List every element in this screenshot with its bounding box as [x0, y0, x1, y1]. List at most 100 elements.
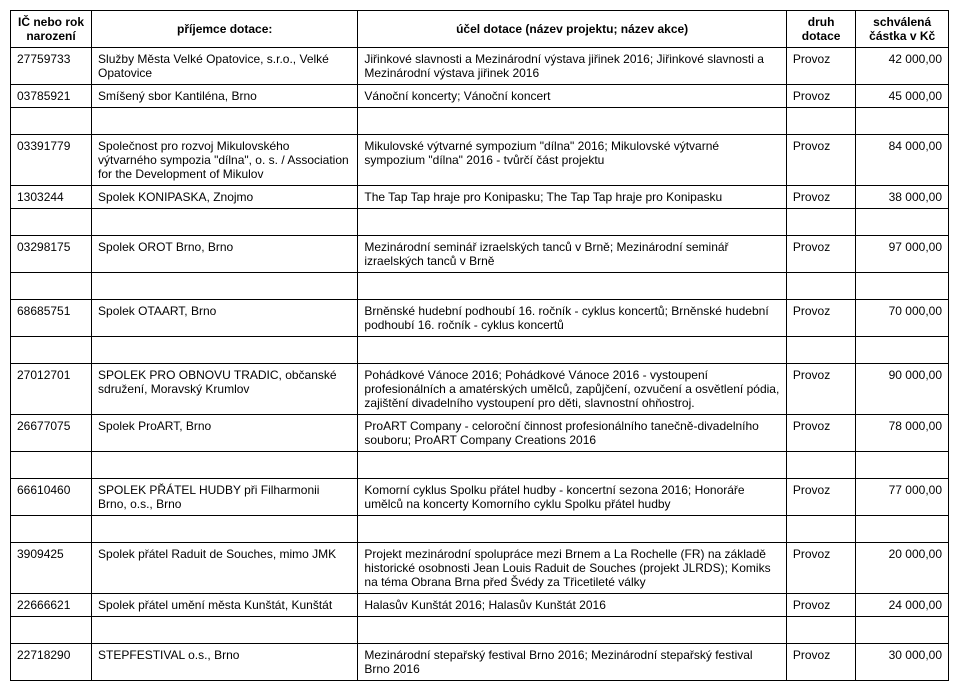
table-gap-row: [11, 108, 949, 135]
cell-prijemce: Spolek OTAART, Brno: [92, 300, 358, 337]
table-row: 68685751Spolek OTAART, BrnoBrněnské hude…: [11, 300, 949, 337]
cell-prijemce: Spolek KONIPASKA, Znojmo: [92, 186, 358, 209]
table-gap-row: [11, 452, 949, 479]
gap-cell: [11, 209, 92, 236]
cell-castka: 90 000,00: [856, 364, 949, 415]
gap-cell: [11, 337, 92, 364]
cell-ucel: ProART Company - celoroční činnost profe…: [358, 415, 786, 452]
gap-cell: [786, 209, 855, 236]
gap-cell: [92, 209, 358, 236]
gap-cell: [11, 273, 92, 300]
gap-cell: [92, 617, 358, 644]
cell-druh: Provoz: [786, 236, 855, 273]
table-row: 27759733Služby Města Velké Opatovice, s.…: [11, 48, 949, 85]
gap-cell: [92, 516, 358, 543]
table-body: 27759733Služby Města Velké Opatovice, s.…: [11, 48, 949, 681]
gap-cell: [786, 108, 855, 135]
cell-ucel: Halasův Kunštát 2016; Halasův Kunštát 20…: [358, 594, 786, 617]
cell-druh: Provoz: [786, 644, 855, 681]
cell-prijemce: Společnost pro rozvoj Mikulovského výtva…: [92, 135, 358, 186]
cell-prijemce: Služby Města Velké Opatovice, s.r.o., Ve…: [92, 48, 358, 85]
table-gap-row: [11, 337, 949, 364]
cell-ic: 03391779: [11, 135, 92, 186]
cell-ic: 03298175: [11, 236, 92, 273]
table-header-row: IČ nebo rok narození příjemce dotace: úč…: [11, 11, 949, 48]
gap-cell: [92, 337, 358, 364]
table-row: 26677075Spolek ProART, BrnoProART Compan…: [11, 415, 949, 452]
cell-castka: 20 000,00: [856, 543, 949, 594]
cell-druh: Provoz: [786, 364, 855, 415]
gap-cell: [11, 108, 92, 135]
cell-castka: 77 000,00: [856, 479, 949, 516]
table-row: 03298175Spolek OROT Brno, BrnoMezinárodn…: [11, 236, 949, 273]
gap-cell: [11, 516, 92, 543]
cell-ucel: Mezinárodní seminář izraelských tanců v …: [358, 236, 786, 273]
cell-prijemce: Spolek přátel umění města Kunštát, Kunšt…: [92, 594, 358, 617]
cell-prijemce: Smíšený sbor Kantiléna, Brno: [92, 85, 358, 108]
cell-prijemce: SPOLEK PRO OBNOVU TRADIC, občanské sdruž…: [92, 364, 358, 415]
gap-cell: [358, 617, 786, 644]
cell-druh: Provoz: [786, 135, 855, 186]
cell-castka: 42 000,00: [856, 48, 949, 85]
cell-ic: 3909425: [11, 543, 92, 594]
cell-ic: 68685751: [11, 300, 92, 337]
gap-cell: [92, 273, 358, 300]
table-row: 22718290STEPFESTIVAL o.s., BrnoMezinárod…: [11, 644, 949, 681]
cell-prijemce: Spolek přátel Raduit de Souches, mimo JM…: [92, 543, 358, 594]
gap-cell: [786, 452, 855, 479]
cell-ic: 03785921: [11, 85, 92, 108]
table-row: 66610460SPOLEK PŘÁTEL HUDBY při Filharmo…: [11, 479, 949, 516]
table-gap-row: [11, 617, 949, 644]
gap-cell: [856, 209, 949, 236]
table-gap-row: [11, 516, 949, 543]
header-druh: druh dotace: [786, 11, 855, 48]
cell-castka: 97 000,00: [856, 236, 949, 273]
gap-cell: [786, 337, 855, 364]
cell-ucel: Projekt mezinárodní spolupráce mezi Brne…: [358, 543, 786, 594]
gap-cell: [856, 337, 949, 364]
cell-ucel: Brněnské hudební podhoubí 16. ročník - c…: [358, 300, 786, 337]
cell-prijemce: Spolek ProART, Brno: [92, 415, 358, 452]
cell-ic: 1303244: [11, 186, 92, 209]
gap-cell: [358, 337, 786, 364]
cell-ucel: Komorní cyklus Spolku přátel hudby - kon…: [358, 479, 786, 516]
gap-cell: [856, 452, 949, 479]
header-castka: schválená částka v Kč: [856, 11, 949, 48]
gap-cell: [358, 452, 786, 479]
header-ucel: účel dotace (název projektu; název akce): [358, 11, 786, 48]
cell-ic: 26677075: [11, 415, 92, 452]
gap-cell: [786, 273, 855, 300]
gap-cell: [856, 516, 949, 543]
cell-castka: 38 000,00: [856, 186, 949, 209]
cell-druh: Provoz: [786, 48, 855, 85]
header-prijemce: příjemce dotace:: [92, 11, 358, 48]
cell-ic: 66610460: [11, 479, 92, 516]
cell-prijemce: SPOLEK PŘÁTEL HUDBY při Filharmonii Brno…: [92, 479, 358, 516]
cell-druh: Provoz: [786, 594, 855, 617]
cell-ic: 22718290: [11, 644, 92, 681]
cell-druh: Provoz: [786, 300, 855, 337]
cell-castka: 84 000,00: [856, 135, 949, 186]
cell-prijemce: STEPFESTIVAL o.s., Brno: [92, 644, 358, 681]
cell-ucel: The Tap Tap hraje pro Konipasku; The Tap…: [358, 186, 786, 209]
table-row: 03785921Smíšený sbor Kantiléna, BrnoVáno…: [11, 85, 949, 108]
cell-ucel: Mezinárodní stepařský festival Brno 2016…: [358, 644, 786, 681]
gap-cell: [856, 617, 949, 644]
gap-cell: [358, 209, 786, 236]
gap-cell: [856, 108, 949, 135]
table-gap-row: [11, 273, 949, 300]
dotace-table: IČ nebo rok narození příjemce dotace: úč…: [10, 10, 949, 681]
cell-prijemce: Spolek OROT Brno, Brno: [92, 236, 358, 273]
gap-cell: [786, 617, 855, 644]
table-row: 03391779Společnost pro rozvoj Mikulovské…: [11, 135, 949, 186]
cell-ucel: Mikulovské výtvarné sympozium "dílna" 20…: [358, 135, 786, 186]
cell-ic: 22666621: [11, 594, 92, 617]
table-row: 22666621Spolek přátel umění města Kunštá…: [11, 594, 949, 617]
cell-druh: Provoz: [786, 479, 855, 516]
gap-cell: [856, 273, 949, 300]
gap-cell: [11, 452, 92, 479]
cell-druh: Provoz: [786, 415, 855, 452]
cell-castka: 70 000,00: [856, 300, 949, 337]
cell-castka: 45 000,00: [856, 85, 949, 108]
cell-druh: Provoz: [786, 543, 855, 594]
